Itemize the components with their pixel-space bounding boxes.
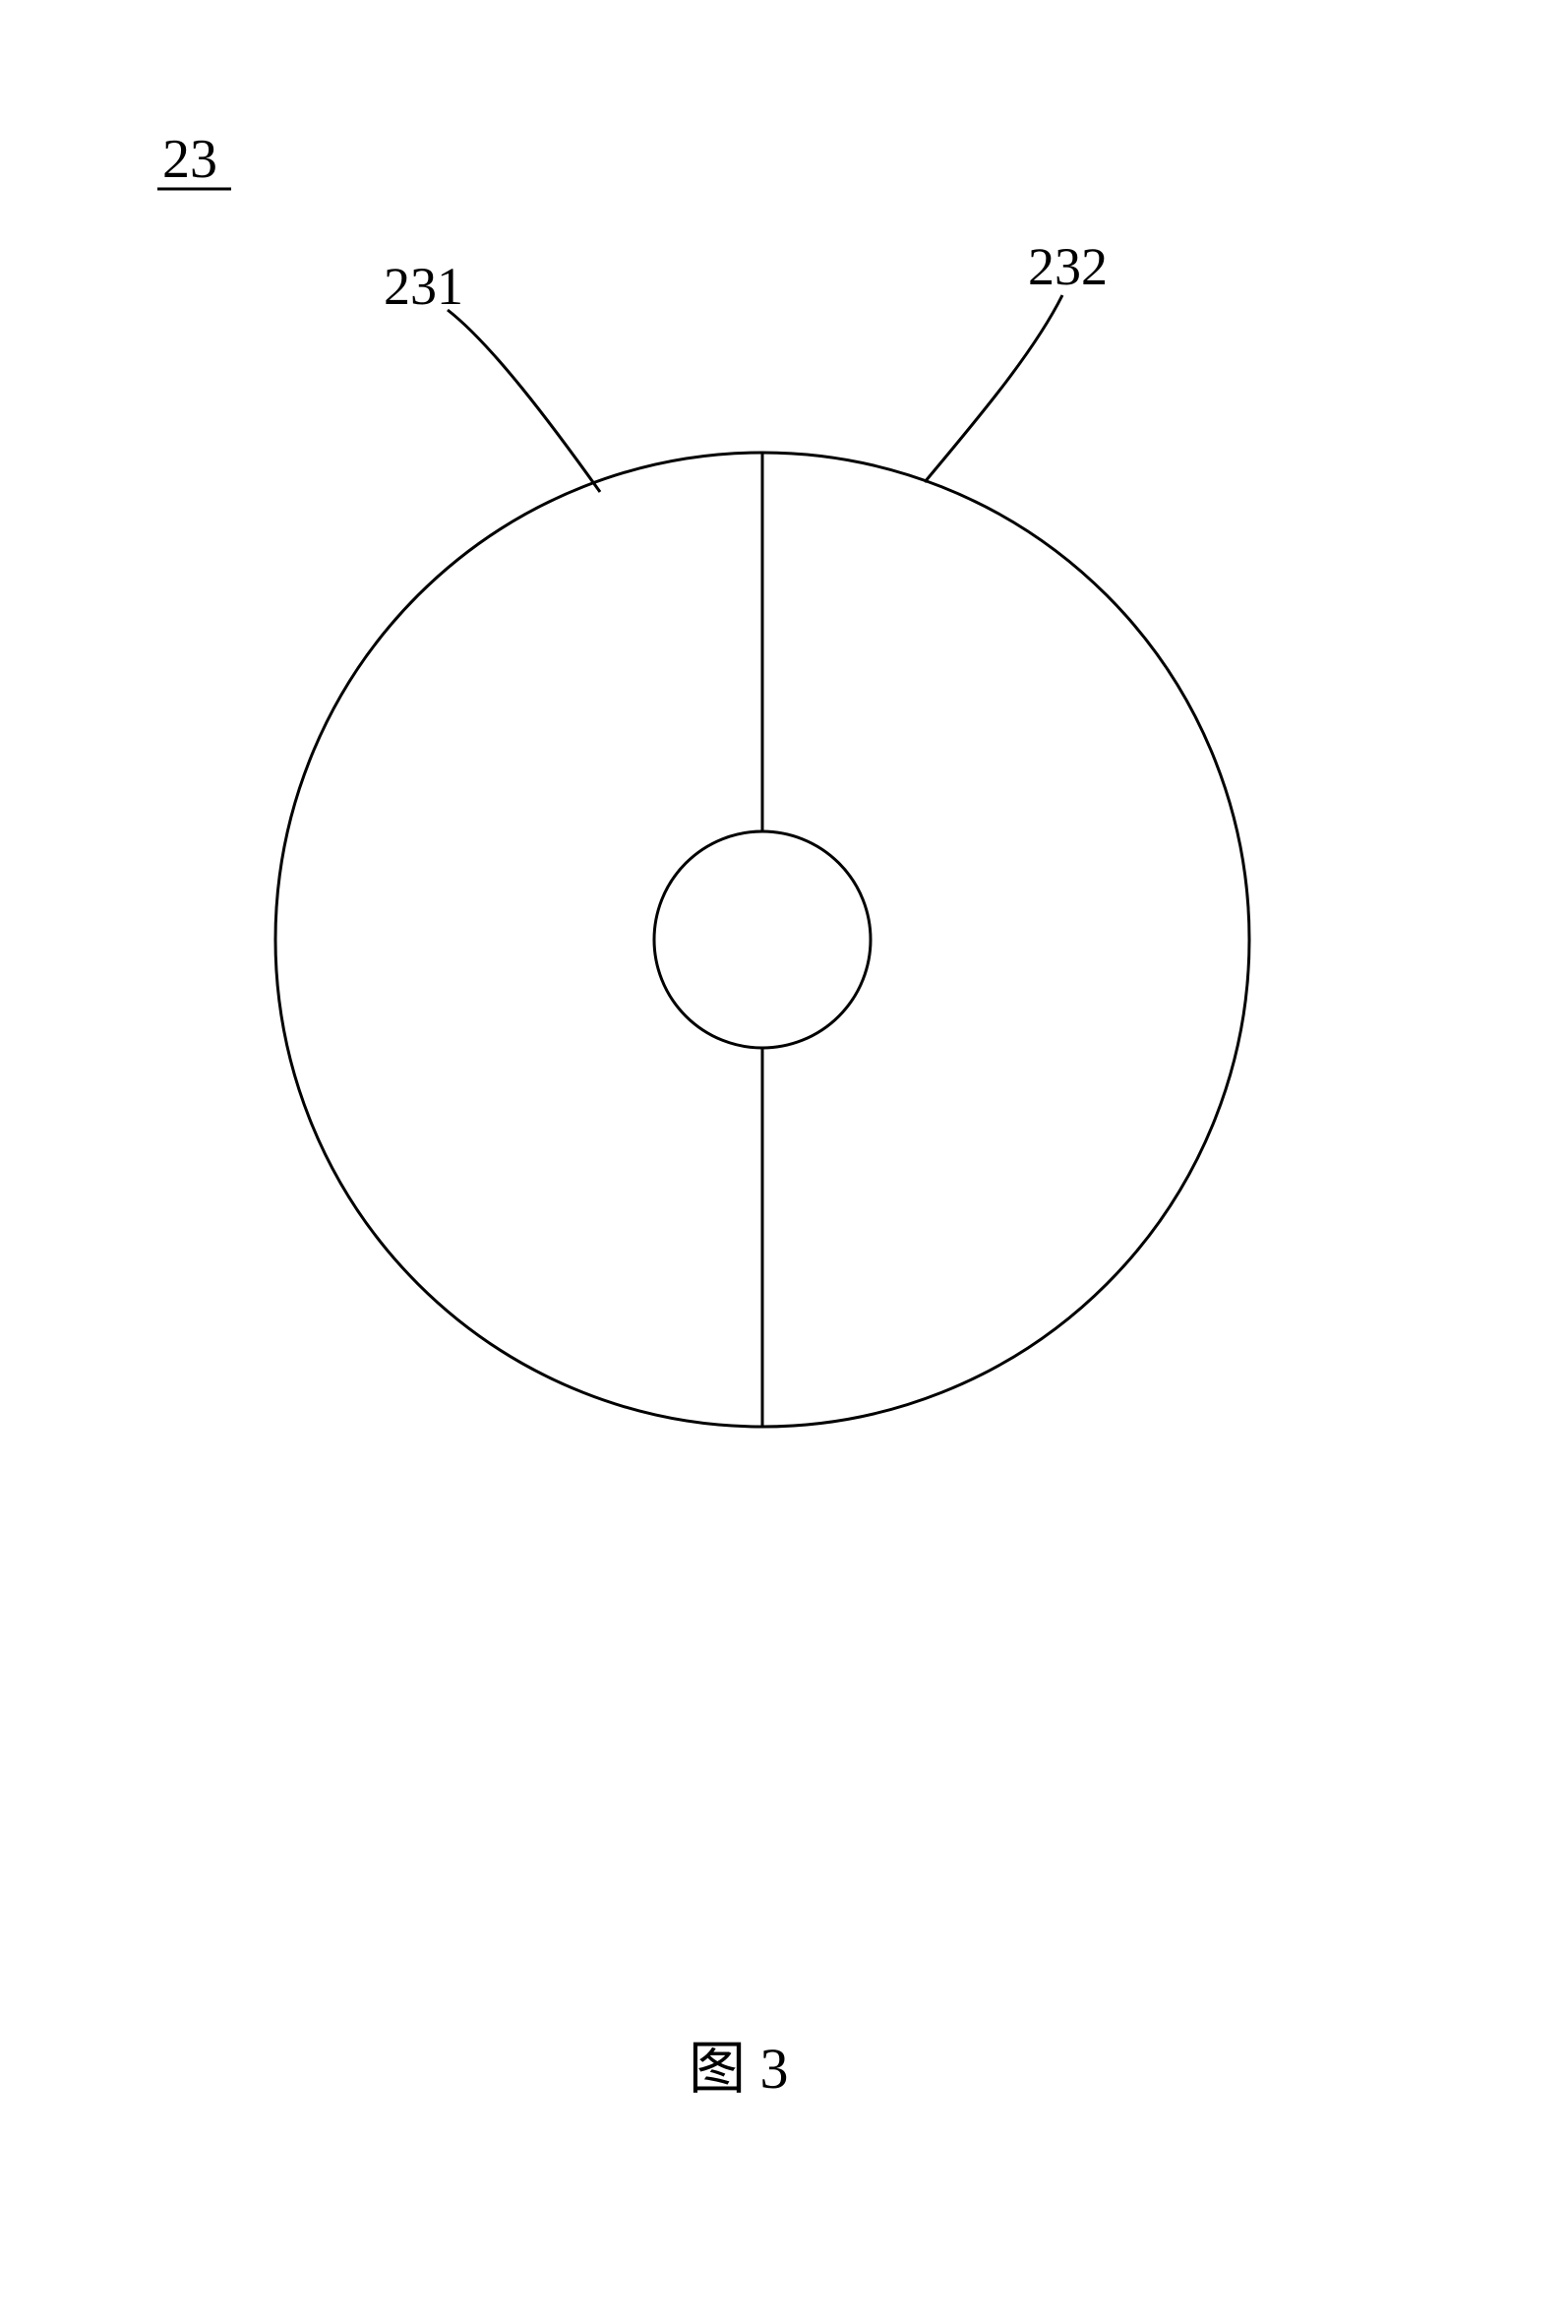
inner-circle xyxy=(654,831,871,1048)
leader-line-231 xyxy=(448,310,600,492)
reference-number: 23 xyxy=(162,128,217,191)
label-231: 231 xyxy=(384,256,463,317)
figure-caption: 图 3 xyxy=(689,2022,789,2105)
label-232: 232 xyxy=(1028,236,1108,297)
leader-line-232 xyxy=(925,295,1062,482)
diagram-svg xyxy=(0,0,1568,2324)
